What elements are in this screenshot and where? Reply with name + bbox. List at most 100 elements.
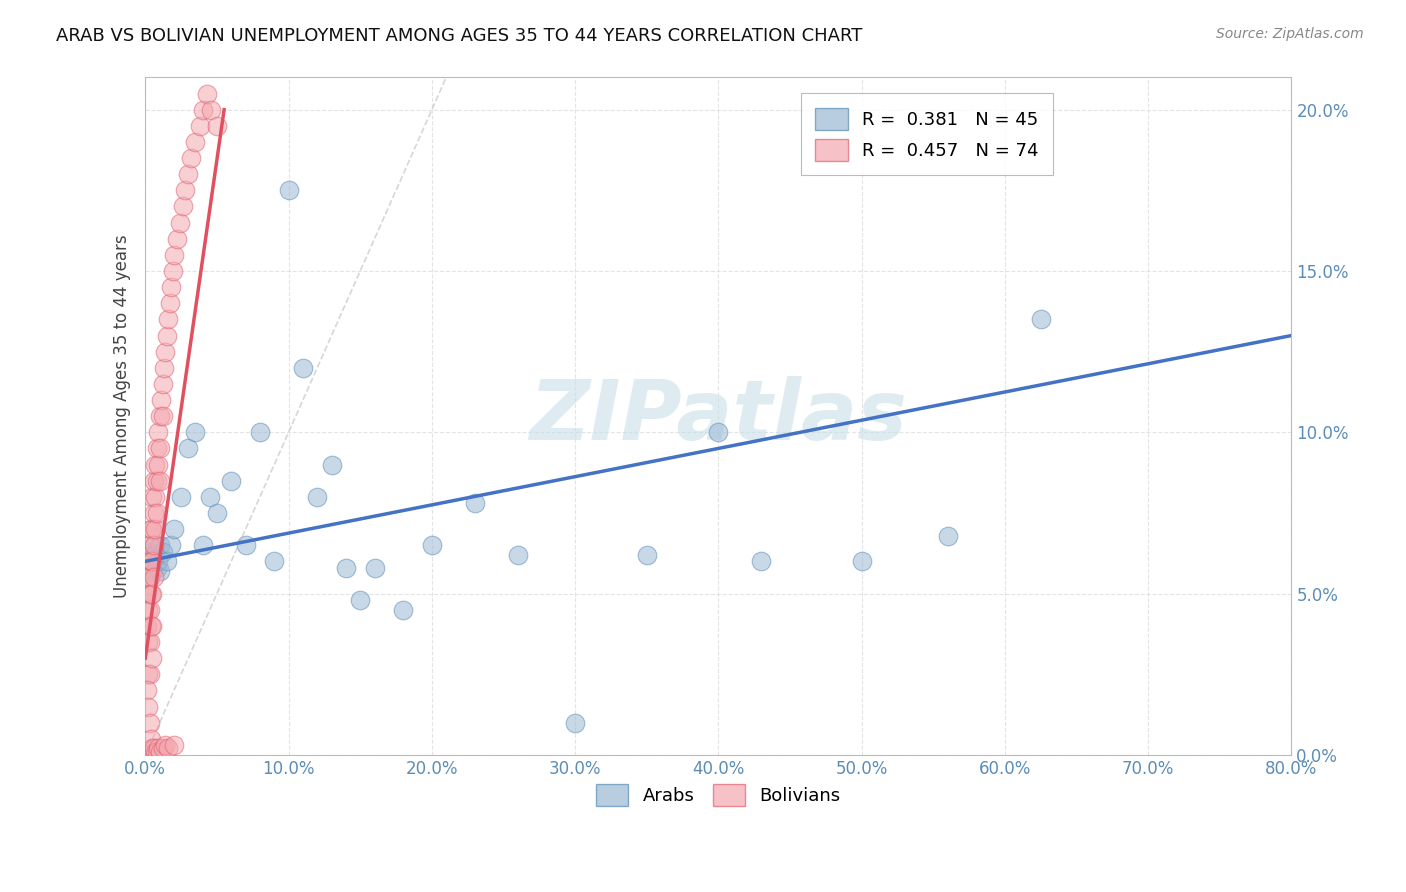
Point	[135, 619, 157, 633]
Point	[155, 344, 177, 359]
Point	[135, 586, 157, 600]
Point	[235, 538, 257, 552]
Point	[148, 741, 170, 756]
Point	[200, 103, 222, 117]
Point	[195, 87, 218, 101]
Point	[146, 745, 169, 759]
Point	[142, 538, 165, 552]
Point	[142, 570, 165, 584]
Point	[159, 296, 181, 310]
Point	[156, 328, 179, 343]
Point	[205, 119, 228, 133]
Point	[141, 564, 163, 578]
Point	[163, 248, 186, 262]
Point	[166, 232, 188, 246]
Point	[170, 490, 193, 504]
Point	[143, 548, 166, 562]
Point	[751, 554, 773, 568]
Point	[142, 506, 165, 520]
Point	[152, 409, 174, 424]
Point	[162, 264, 184, 278]
Point	[138, 603, 160, 617]
Point	[160, 280, 183, 294]
Text: Source: ZipAtlas.com: Source: ZipAtlas.com	[1216, 27, 1364, 41]
Point	[135, 554, 157, 568]
Point	[157, 741, 180, 756]
Point	[263, 554, 285, 568]
Point	[172, 199, 194, 213]
Text: ZIPatlas: ZIPatlas	[530, 376, 907, 457]
Point	[143, 522, 166, 536]
Point	[156, 554, 179, 568]
Point	[142, 474, 165, 488]
Point	[149, 442, 172, 456]
Point	[851, 554, 873, 568]
Point	[321, 458, 343, 472]
Point	[138, 538, 160, 552]
Point	[152, 376, 174, 391]
Point	[148, 458, 170, 472]
Point	[349, 593, 371, 607]
Point	[152, 741, 174, 756]
Point	[138, 570, 160, 584]
Point	[307, 490, 329, 504]
Point	[138, 635, 160, 649]
Point	[707, 425, 730, 440]
Point	[149, 745, 172, 759]
Point	[163, 738, 186, 752]
Point	[392, 603, 415, 617]
Point	[149, 474, 172, 488]
Point	[139, 554, 162, 568]
Point	[139, 586, 162, 600]
Point	[142, 538, 165, 552]
Point	[139, 544, 162, 558]
Point	[146, 561, 169, 575]
Point	[141, 554, 163, 568]
Point	[149, 409, 172, 424]
Point	[142, 741, 165, 756]
Point	[180, 151, 202, 165]
Point	[335, 561, 357, 575]
Point	[464, 496, 486, 510]
Point	[148, 554, 170, 568]
Point	[160, 538, 183, 552]
Point	[146, 506, 169, 520]
Point	[148, 425, 170, 440]
Point	[157, 312, 180, 326]
Point	[135, 683, 157, 698]
Point	[219, 474, 242, 488]
Point	[143, 490, 166, 504]
Point	[188, 119, 211, 133]
Text: ARAB VS BOLIVIAN UNEMPLOYMENT AMONG AGES 35 TO 44 YEARS CORRELATION CHART: ARAB VS BOLIVIAN UNEMPLOYMENT AMONG AGES…	[56, 27, 863, 45]
Point	[191, 538, 214, 552]
Point	[146, 442, 169, 456]
Point	[141, 522, 163, 536]
Point	[136, 603, 159, 617]
Point	[420, 538, 443, 552]
Point	[174, 183, 197, 197]
Point	[141, 554, 163, 568]
Point	[205, 506, 228, 520]
Point	[135, 554, 157, 568]
Point	[138, 570, 160, 584]
Point	[136, 561, 159, 575]
Point	[138, 667, 160, 681]
Point	[152, 544, 174, 558]
Point	[564, 715, 586, 730]
Legend: Arabs, Bolivians: Arabs, Bolivians	[589, 777, 848, 814]
Point	[138, 548, 160, 562]
Point	[291, 360, 314, 375]
Point	[143, 458, 166, 472]
Point	[139, 522, 162, 536]
Point	[169, 216, 191, 230]
Point	[149, 538, 172, 552]
Point	[146, 474, 169, 488]
Point	[184, 425, 207, 440]
Point	[139, 619, 162, 633]
Point	[153, 360, 176, 375]
Point	[1029, 312, 1052, 326]
Point	[155, 738, 177, 752]
Point	[149, 564, 172, 578]
Point	[136, 699, 159, 714]
Point	[136, 667, 159, 681]
